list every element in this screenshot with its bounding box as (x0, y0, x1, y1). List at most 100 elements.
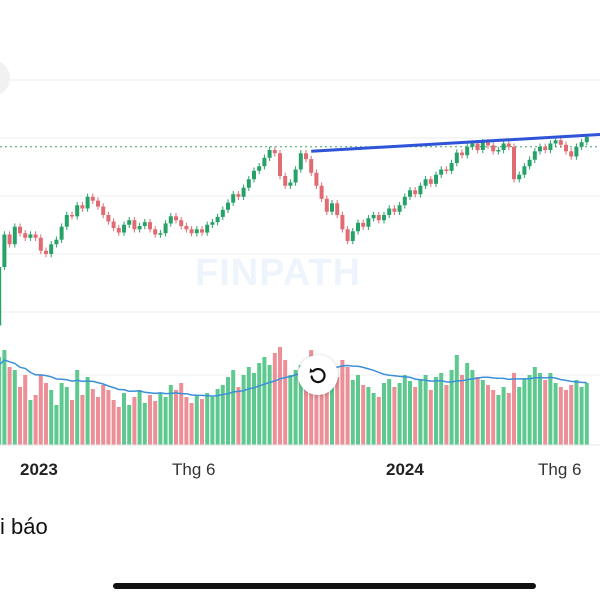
candle (18, 223, 22, 237)
candle-body (387, 208, 392, 215)
volume-bar (168, 385, 173, 445)
volume-bar (324, 373, 329, 445)
candle-body (558, 140, 563, 145)
candle (220, 206, 225, 221)
volume-bar (200, 399, 204, 445)
candle-body (220, 209, 225, 217)
candle-body (356, 222, 360, 232)
candle (298, 150, 303, 173)
x-axis-label-thg6: Thg 6 (172, 460, 216, 479)
candle (324, 195, 329, 215)
volume-bar (517, 387, 522, 445)
candle (330, 200, 334, 215)
candle-body (449, 163, 454, 171)
candle-body (2, 234, 7, 267)
volume-bar (532, 367, 537, 445)
candle (267, 146, 272, 162)
candle (376, 211, 381, 224)
candle (382, 211, 386, 224)
candle (434, 171, 438, 188)
candle (49, 241, 54, 258)
candle-body (454, 152, 459, 163)
candle-body (501, 143, 506, 150)
candle (335, 200, 340, 219)
candle (387, 205, 392, 219)
candle-body (158, 233, 163, 235)
candle-body (90, 196, 95, 201)
candle-body (397, 205, 402, 212)
volume-bars (0, 347, 589, 445)
candle (538, 143, 542, 155)
candle-body (101, 206, 106, 215)
candle-body (215, 216, 220, 223)
candle (64, 211, 69, 230)
candle (418, 182, 423, 198)
candle-body (127, 220, 132, 225)
candle (70, 211, 74, 220)
candle (350, 228, 355, 245)
candle-body (23, 233, 28, 238)
candle-body (262, 157, 267, 167)
volume-bar (402, 375, 407, 445)
candle-body (460, 152, 464, 156)
volume-bar (262, 357, 267, 445)
candle (444, 166, 449, 175)
candle (262, 154, 267, 170)
indicator-menu-label[interactable]: i báo (0, 514, 48, 539)
volume-bar (246, 367, 251, 445)
candle-body (439, 169, 444, 175)
volume-bar (283, 360, 288, 445)
candle-body (382, 215, 386, 221)
volume-bar (304, 375, 308, 445)
candle (496, 146, 501, 155)
candle (174, 213, 178, 224)
candle (158, 229, 163, 238)
candle (231, 190, 236, 206)
volume-bar (106, 390, 111, 445)
watermark: FINPATH (195, 252, 362, 294)
candle (283, 172, 288, 189)
candle-body (28, 234, 33, 238)
candle (137, 222, 142, 233)
volume-bar (553, 383, 558, 445)
volume-bar (33, 395, 38, 445)
candle-body (491, 145, 496, 152)
candle (356, 219, 360, 235)
candle (309, 155, 314, 176)
volume-moving-average-line (0, 359, 587, 397)
candle-body (392, 208, 397, 212)
volume-bar (496, 395, 501, 445)
resistance-trendline[interactable] (311, 132, 600, 153)
candle (454, 149, 459, 167)
volume-bar (236, 387, 241, 445)
candle-body (527, 159, 532, 167)
stock-chart[interactable] (0, 0, 600, 450)
volume-bar (12, 370, 17, 445)
candle-body (272, 150, 277, 154)
toolbar-button[interactable] (0, 60, 10, 96)
volume-bar (18, 387, 22, 445)
candle (460, 149, 464, 159)
volume-bar (252, 373, 256, 445)
volume-bar (465, 363, 470, 445)
candle (402, 193, 407, 209)
candle-body (418, 185, 423, 195)
reset-zoom-button[interactable] (298, 355, 338, 395)
candle-body (236, 194, 241, 197)
candle (127, 216, 132, 228)
candle (491, 142, 496, 155)
volume-bar (371, 393, 376, 445)
volume-bar (584, 383, 589, 445)
candle (319, 182, 324, 202)
volume-bar (210, 397, 215, 445)
volume-bar (220, 385, 225, 445)
volume-bar (231, 370, 236, 445)
volume-bar (7, 367, 12, 445)
candle (569, 148, 574, 160)
candle (54, 236, 59, 248)
volume-bar (548, 373, 553, 445)
volume-bar (85, 377, 90, 445)
candle-body (96, 200, 100, 207)
volume-bar (116, 407, 121, 445)
candle (59, 223, 64, 243)
